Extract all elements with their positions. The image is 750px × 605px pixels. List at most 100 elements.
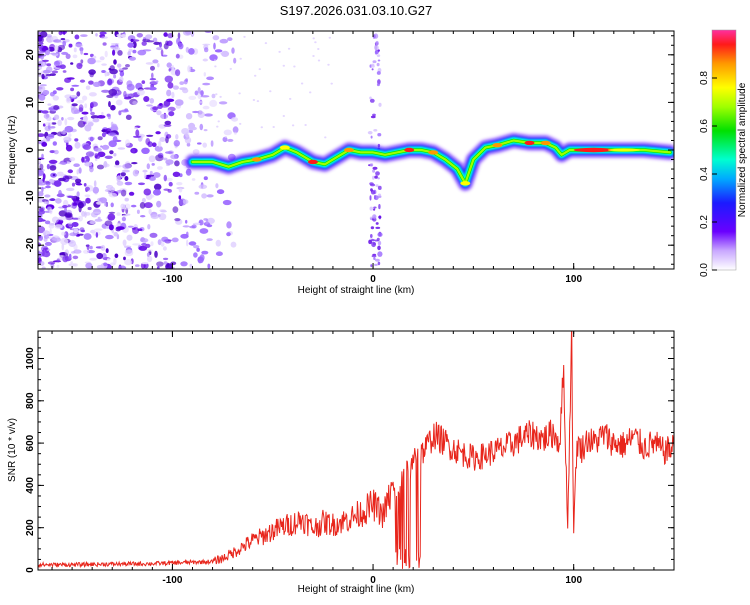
noise-blob xyxy=(182,225,190,228)
noise-blob xyxy=(90,115,99,119)
noise-blob xyxy=(369,195,372,201)
noise-blob xyxy=(371,255,377,258)
noise-blob xyxy=(124,203,131,210)
noise-blob xyxy=(216,189,225,195)
noise-blob xyxy=(373,195,379,201)
noise-blob xyxy=(94,228,103,231)
noise-blob xyxy=(99,56,105,61)
noise-blob xyxy=(160,210,168,213)
noise-blob xyxy=(46,66,53,73)
noise-blob xyxy=(224,136,227,139)
noise-blob xyxy=(123,256,126,261)
noise-blob xyxy=(107,213,116,221)
noise-blob xyxy=(76,169,79,175)
noise-blob xyxy=(52,173,56,177)
noise-blob xyxy=(189,263,193,268)
noise-blob xyxy=(197,110,203,115)
noise-blob xyxy=(38,226,45,234)
noise-blob xyxy=(46,163,50,170)
noise-blob xyxy=(157,166,163,170)
noise-blob xyxy=(186,142,191,147)
noise-blob xyxy=(198,184,208,190)
noise-blob xyxy=(227,138,234,142)
noise-blob xyxy=(43,247,48,251)
colorbar-tick-label: 0.6 xyxy=(699,119,710,133)
noise-blob xyxy=(197,87,201,94)
noise-blob xyxy=(151,72,154,79)
noise-blob xyxy=(131,204,137,208)
colorbar: 0.0 0.2 0.4 0.6 0.8 Normalized spectral ampl… xyxy=(699,29,748,277)
noise-blob xyxy=(146,163,150,170)
noise-blob xyxy=(149,98,155,104)
noise-blob xyxy=(202,142,207,148)
noise-blob xyxy=(372,166,378,170)
noise-blob xyxy=(84,194,91,198)
noise-blob xyxy=(175,69,181,77)
noise-blob xyxy=(166,89,172,97)
noise-blob xyxy=(148,176,156,181)
noise-blob xyxy=(153,41,161,46)
noise-blob xyxy=(39,31,48,38)
noise-blob xyxy=(146,249,154,252)
noise-blob xyxy=(369,98,375,103)
noise-blob xyxy=(179,87,188,91)
noise-blob xyxy=(89,245,93,250)
noise-blob xyxy=(193,245,200,249)
noise-blob xyxy=(231,117,239,122)
noise-blob xyxy=(148,155,156,163)
noise-blob xyxy=(101,111,104,116)
noise-blob xyxy=(131,148,135,153)
noise-blob xyxy=(116,223,121,227)
noise-blob xyxy=(150,241,154,247)
noise-blob xyxy=(44,125,52,132)
noise-blob xyxy=(194,191,200,195)
noise-blob xyxy=(109,150,114,155)
noise-blob xyxy=(105,184,114,190)
noise-blob xyxy=(367,131,373,135)
noise-blob xyxy=(79,79,86,83)
noise-blob xyxy=(214,49,223,53)
noise-blob xyxy=(104,202,108,207)
noise-blob xyxy=(61,51,69,55)
noise-blob xyxy=(38,94,46,101)
noise-blob xyxy=(132,169,139,177)
noise-blob xyxy=(232,126,239,134)
noise-blob xyxy=(67,195,75,198)
ridge-hotspot xyxy=(428,150,439,155)
noise-blob xyxy=(156,266,160,269)
noise-blob xyxy=(370,226,375,230)
noise-blob xyxy=(64,207,67,213)
noise-blob xyxy=(68,253,72,259)
noise-blob xyxy=(124,249,134,257)
noise-blob xyxy=(85,197,91,204)
noise-blob xyxy=(194,90,199,96)
noise-blob xyxy=(374,44,379,51)
noise-blob xyxy=(185,113,193,120)
noise-blob xyxy=(314,41,317,44)
noise-blob xyxy=(371,68,374,71)
noise-blob xyxy=(115,160,120,166)
noise-blob xyxy=(132,226,140,235)
y-tick-label: 1000 xyxy=(25,347,36,370)
noise-blob xyxy=(84,161,93,167)
noise-blob xyxy=(83,183,87,187)
noise-blob xyxy=(238,92,241,95)
noise-blob xyxy=(370,115,376,119)
noise-blob xyxy=(48,224,55,229)
noise-blob xyxy=(163,174,167,182)
ridge-hotspot xyxy=(279,145,290,150)
noise-blob xyxy=(68,263,77,267)
noise-blob xyxy=(76,91,81,97)
colorbar-tick-label: 0.0 xyxy=(699,263,710,277)
noise-blob xyxy=(226,232,231,237)
noise-blob xyxy=(149,194,155,198)
noise-blob xyxy=(102,163,110,168)
noise-blob xyxy=(227,37,233,41)
noise-blob xyxy=(99,31,107,35)
noise-blob xyxy=(167,189,172,193)
noise-blob xyxy=(177,32,181,40)
noise-blob xyxy=(239,57,242,60)
noise-blob xyxy=(181,128,190,135)
noise-blob xyxy=(61,243,65,251)
noise-blob xyxy=(372,169,376,173)
